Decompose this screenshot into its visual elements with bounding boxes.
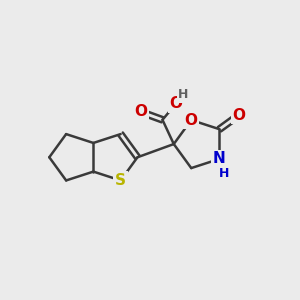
Text: O: O bbox=[170, 96, 183, 111]
Text: O: O bbox=[185, 112, 198, 128]
Text: O: O bbox=[232, 108, 245, 123]
Text: N: N bbox=[213, 152, 226, 166]
Text: O: O bbox=[134, 104, 147, 119]
Text: H: H bbox=[219, 167, 229, 179]
Text: S: S bbox=[115, 173, 126, 188]
Text: H: H bbox=[178, 88, 189, 101]
